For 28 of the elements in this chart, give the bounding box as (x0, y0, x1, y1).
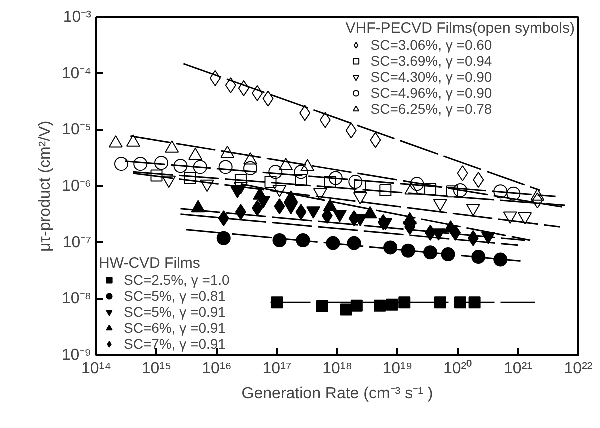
x-tick-label: 10²² (564, 360, 594, 378)
x-tick-label: 10¹⁶ (202, 360, 232, 378)
y-tick-label: 10⁻⁷ (62, 234, 92, 252)
x-axis-title: Generation Rate (cm⁻³ s⁻¹ ) (242, 386, 434, 402)
legend-label: SC=2.5%, γ =1.0 (124, 272, 230, 288)
legend-label: SC=4.96%, γ =0.90 (370, 85, 492, 101)
x-tick-label: 10²⁰ (443, 360, 473, 378)
legend-label: SC=6%, γ =0.91 (124, 320, 226, 336)
legend-label: SC=7%, γ =0.91 (124, 336, 226, 352)
text: VHF-PECVD Films(open symbols) (346, 20, 575, 37)
y-axis-title: μτ-product (cm²/V) (36, 120, 54, 252)
x-tick-label: 10¹⁵ (142, 360, 172, 378)
y-tick-label: 10⁻⁵ (62, 122, 92, 139)
text: HW-CVD Films (99, 255, 200, 272)
x-tick-label: 10¹⁷ (262, 360, 292, 378)
x-tick-label: 10²¹ (504, 360, 532, 378)
legend-label: SC=6.25%, γ =0.78 (370, 101, 492, 117)
x-tick-label: 10¹⁹ (382, 360, 413, 378)
y-tick-label: 10⁻³ (63, 9, 92, 26)
legend-label: SC=5%, γ =0.91 (124, 304, 226, 320)
legend-label: SC=5%, γ =0.81 (124, 288, 226, 304)
legend-label: SC=3.69%, γ =0.94 (370, 53, 492, 69)
y-tick-label: 10⁻⁸ (62, 290, 92, 308)
legend-label: SC=3.06%, γ =0.60 (370, 37, 492, 53)
y-tick-label: 10⁻⁴ (62, 65, 92, 82)
x-tick-label: 10¹⁸ (322, 360, 352, 378)
legend-label: SC=4.30%, γ =0.90 (370, 69, 492, 85)
y-tick-label: 10⁻⁶ (62, 178, 92, 195)
